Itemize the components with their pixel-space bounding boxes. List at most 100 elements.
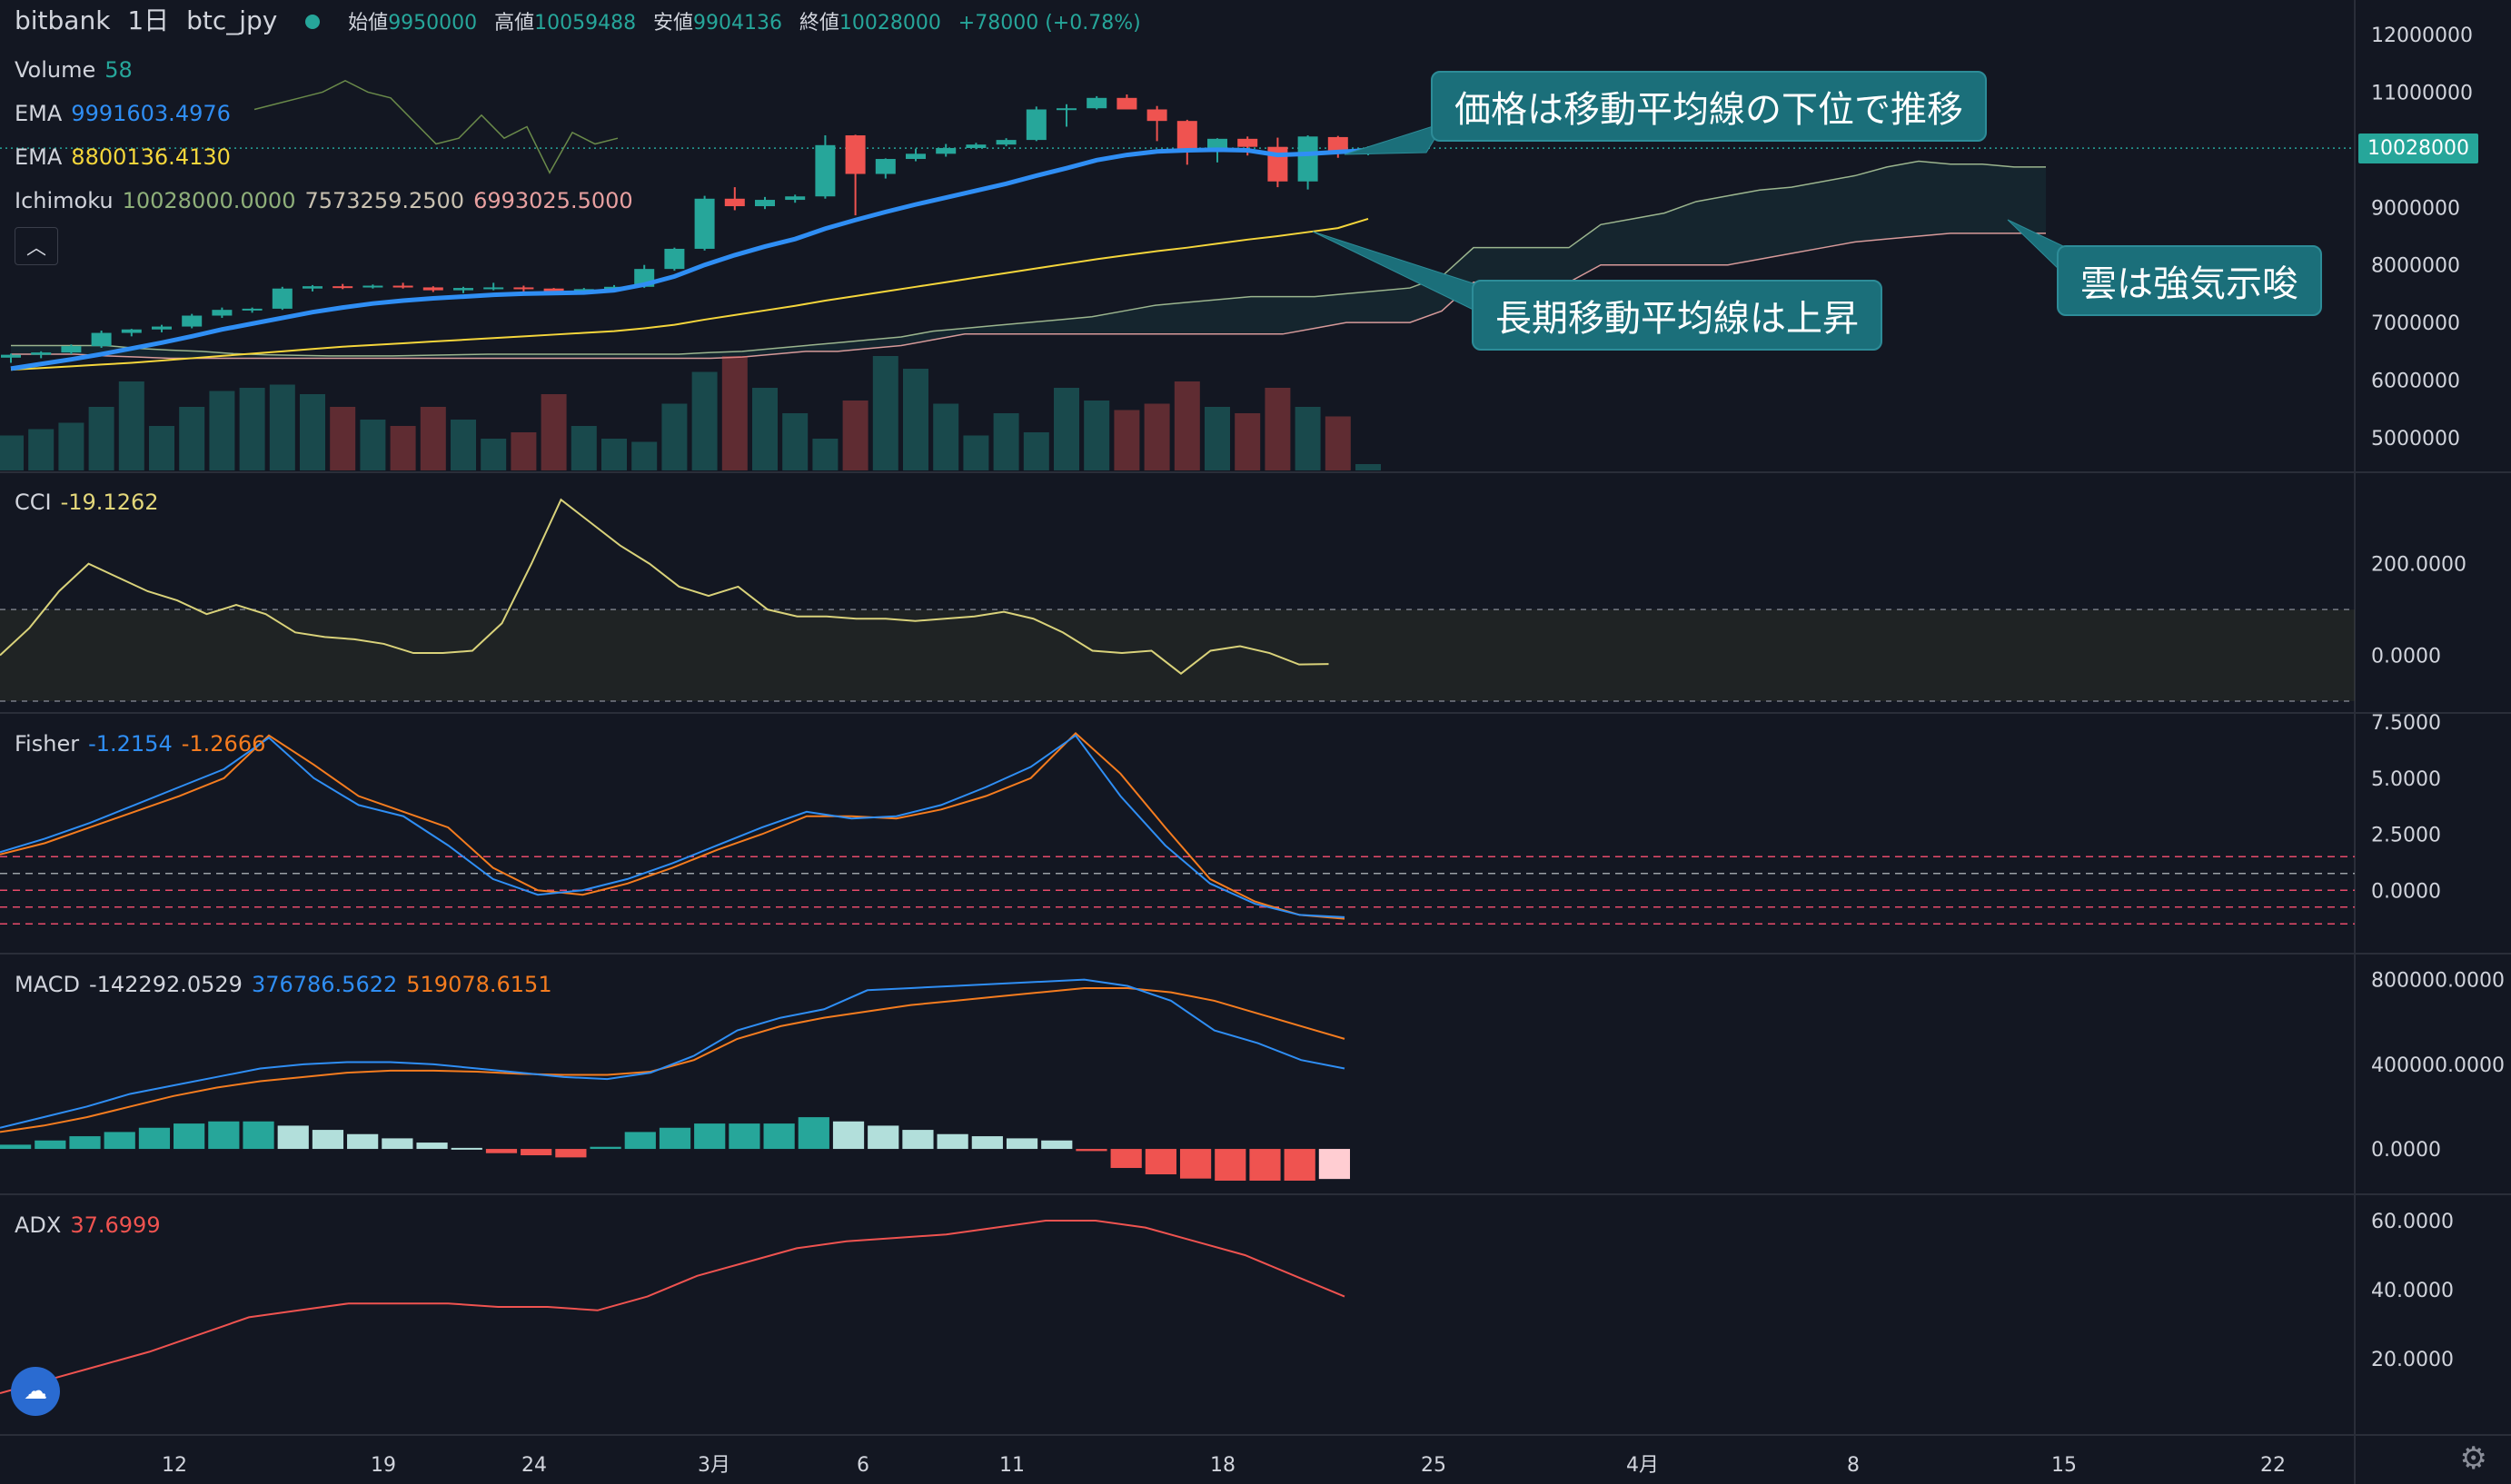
adx-value: 37.6999: [70, 1212, 161, 1238]
volume-bar: [933, 403, 959, 470]
volume-bar: [1295, 407, 1321, 470]
fisher-line: [0, 734, 1345, 918]
ema-fast-legend[interactable]: EMA 9991603.4976: [15, 100, 240, 127]
high-value: 10059488: [534, 12, 637, 35]
candle-body: [1237, 138, 1258, 147]
macd-histogram-bar: [277, 1125, 309, 1150]
candle-body: [152, 326, 172, 330]
volume-bar: [1174, 381, 1200, 470]
candle-body: [31, 352, 52, 355]
cci-legend[interactable]: CCI -19.1262: [15, 489, 168, 516]
adx-line: [0, 1220, 1345, 1394]
macd-value-1: -142292.0529: [88, 972, 243, 997]
candle-body: [121, 329, 142, 333]
volume-bar: [842, 401, 868, 470]
volume-bar: [511, 432, 537, 470]
macd-histogram-bar: [312, 1130, 344, 1150]
callout-price-below-ma: 価格は移動平均線の下位で推移: [1431, 71, 1987, 142]
gear-icon[interactable]: ⚙: [2459, 1440, 2487, 1477]
fisher-label: Fisher: [15, 731, 80, 757]
macd-histogram-bar: [104, 1132, 135, 1150]
volume-bar: [1325, 416, 1351, 470]
volume-bar: [903, 369, 928, 470]
macd-histogram-bar: [521, 1149, 552, 1156]
ema-slow-value: 8800136.4130: [71, 144, 231, 170]
macd-histogram-bar: [729, 1123, 760, 1150]
chevron-up-icon: ︿: [25, 237, 46, 260]
callout-cloud-bullish: 雲は強気示唆: [2057, 245, 2322, 316]
symbol-header[interactable]: bitbank 1日 btc_jpy 始値9950000 高値10059488 …: [15, 7, 1150, 37]
volume-bar: [28, 429, 55, 470]
candle-body: [303, 286, 323, 289]
macd-histogram-bar: [1249, 1149, 1281, 1182]
axes: 12000000 11000000 9000000 8000000 7000000 600…: [162, 25, 2473, 1477]
ichimoku-value-3: 6993025.5000: [473, 188, 633, 213]
symbol-name[interactable]: bitbank: [15, 5, 111, 35]
macd-histogram-bar: [659, 1127, 691, 1150]
ichimoku-legend[interactable]: Ichimoku 10028000.0000 7573259.2500 6993025…: [15, 187, 642, 214]
macd-histogram-bar: [35, 1140, 66, 1150]
volume-bar: [0, 435, 24, 470]
candle-body: [875, 159, 896, 174]
volume-bar: [631, 441, 658, 470]
macd-histogram-bar: [208, 1121, 240, 1150]
open-label: 始値: [348, 12, 389, 35]
volume-value: 58: [104, 57, 133, 83]
ema-slow-line: [10, 218, 1369, 371]
candle-body: [785, 196, 806, 201]
volume-bar: [118, 381, 144, 470]
fisher-value-1: -1.2154: [88, 731, 173, 757]
cci-band: [0, 609, 2355, 701]
macd-histogram-bar: [1006, 1138, 1038, 1150]
ema-slow-legend[interactable]: EMA 8800136.4130: [15, 143, 240, 171]
cci-pane: 200.0000 0.0000: [0, 498, 2466, 702]
candle-body: [61, 346, 82, 353]
macd-histogram-bar: [798, 1117, 829, 1150]
adx-axis-label: 20.0000: [2371, 1349, 2454, 1371]
candle-body: [272, 288, 293, 309]
volume-bar: [1355, 464, 1381, 470]
macd-histogram-bar: [1110, 1149, 1142, 1169]
macd-axis-label: 800000.0000: [2371, 970, 2505, 993]
cci-axis-label: 0.0000: [2371, 646, 2441, 668]
open-value: 9950000: [388, 12, 478, 35]
macd-histogram-bar: [485, 1149, 518, 1153]
macd-legend[interactable]: MACD -142292.0529 376786.5622 519078.6151: [15, 971, 561, 998]
volume-bar: [1144, 403, 1170, 470]
candle-body: [91, 332, 112, 347]
volume-bar: [1114, 410, 1140, 470]
candle-body: [1, 354, 21, 358]
candle-body: [1176, 121, 1197, 153]
candle-body: [392, 285, 413, 288]
adx-label: ADX: [15, 1212, 62, 1238]
candle-body: [1057, 108, 1077, 111]
cloud-span-b: [11, 232, 2046, 360]
macd-pane: 800000.0000 400000.0000 0.0000: [0, 970, 2505, 1182]
volume-bar: [360, 420, 386, 470]
macd-label: MACD: [15, 972, 80, 997]
adx-legend[interactable]: ADX 37.6999: [15, 1212, 170, 1239]
macd-histogram-bar: [243, 1121, 274, 1150]
adx-pane: 60.0000 40.0000 20.0000: [0, 1211, 2454, 1394]
tradingview-logo-icon[interactable]: ☁: [11, 1367, 60, 1416]
collapse-legend-button[interactable]: ︿: [15, 227, 58, 265]
interval[interactable]: 1日: [127, 5, 170, 35]
macd-histogram-bar: [832, 1121, 865, 1150]
fisher-legend[interactable]: Fisher -1.2154 -1.2666: [15, 730, 274, 757]
volume-bar: [1205, 407, 1230, 470]
macd-histogram-bar: [138, 1127, 171, 1150]
volume-bar: [269, 384, 295, 470]
status-dot-icon: [305, 15, 321, 29]
macd-histogram-bar: [937, 1133, 968, 1150]
volume-legend[interactable]: Volume 58: [15, 56, 142, 84]
macd-line: [0, 978, 1345, 1129]
macd-histogram-bar: [624, 1132, 656, 1150]
macd-histogram-bar: [590, 1146, 621, 1150]
fisher-axis-label: 7.5000: [2371, 712, 2441, 735]
time-axis-label: 18: [1210, 1454, 1236, 1477]
candle-body: [996, 140, 1017, 145]
macd-histogram-bar: [174, 1123, 205, 1150]
pair-name[interactable]: btc_jpy: [186, 5, 278, 35]
